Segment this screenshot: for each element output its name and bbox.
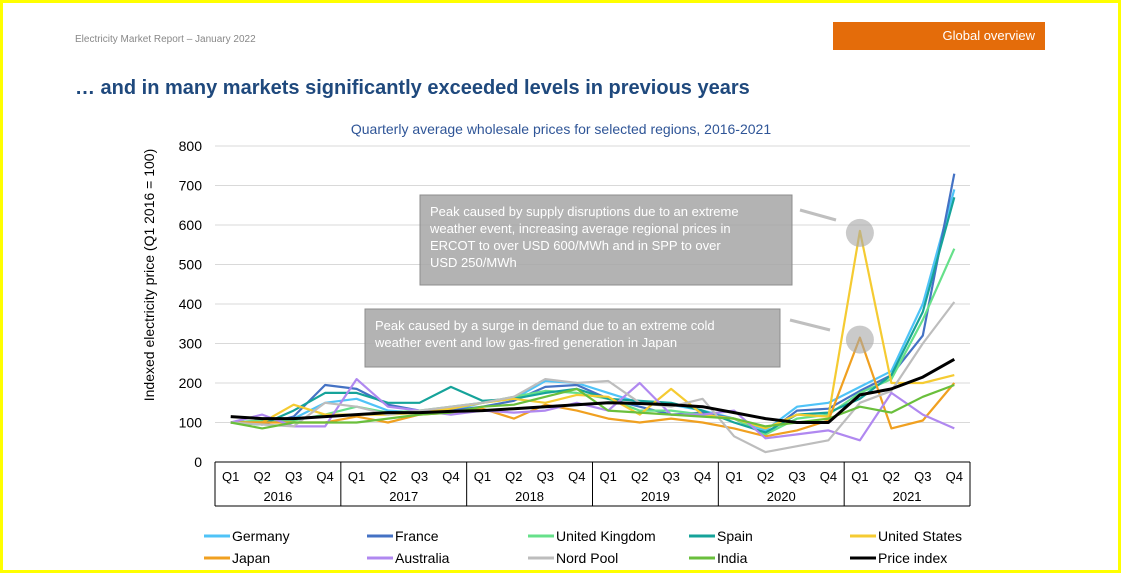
quarter-label: Q1 (222, 469, 239, 484)
series-line-nord-pool (230, 301, 956, 454)
quarter-label: Q1 (600, 469, 617, 484)
y-tick-label: 500 (179, 257, 203, 273)
series-line-price-index (230, 357, 956, 424)
series-line-japan (230, 336, 956, 438)
y-tick-label: 800 (179, 138, 203, 154)
y-tick-label: 300 (179, 336, 203, 352)
quarter-label: Q3 (788, 469, 805, 484)
year-label: 2017 (389, 489, 418, 504)
annotation-box (419, 194, 793, 286)
series-line-australia (230, 378, 955, 442)
quarter-label: Q2 (505, 469, 522, 484)
annotation-text: ERCOT to over USD 600/MWh and in SPP to … (430, 238, 721, 253)
quarter-label: Q3 (537, 469, 554, 484)
y-axis-label: Indexed electricity price (Q1 2016 = 100… (141, 149, 157, 402)
annotation-text: weather event, increasing average region… (429, 221, 731, 236)
annotation-connector (799, 208, 837, 222)
year-label: 2021 (893, 489, 922, 504)
quarter-label: Q3 (662, 469, 679, 484)
year-label: 2016 (263, 489, 292, 504)
quarter-label: Q1 (851, 469, 868, 484)
quarter-label: Q1 (725, 469, 742, 484)
legend-label: Nord Pool (556, 550, 618, 566)
quarter-label: Q2 (757, 469, 774, 484)
series-line-germany (230, 189, 956, 432)
legend-label: United Kingdom (556, 528, 656, 544)
quarter-label: Q1 (474, 469, 491, 484)
quarter-label: Q3 (914, 469, 931, 484)
y-tick-label: 600 (179, 217, 203, 233)
legend-label: Australia (395, 550, 450, 566)
y-tick-label: 0 (194, 454, 202, 470)
chart-title: Quarterly average wholesale prices for s… (351, 121, 771, 137)
quarter-label: Q4 (820, 469, 837, 484)
year-label: 2019 (641, 489, 670, 504)
series-line-spain (230, 197, 956, 434)
quarter-label: Q2 (631, 469, 648, 484)
legend-label: France (395, 528, 439, 544)
report-header: Electricity Market Report – January 2022 (75, 34, 256, 45)
annotation-text: weather event and low gas-fired generati… (374, 335, 677, 350)
quarter-label: Q4 (442, 469, 459, 484)
section-tag: Global overview (833, 22, 1045, 50)
year-label: 2018 (515, 489, 544, 504)
quarter-label: Q4 (316, 469, 333, 484)
annotation-text: USD 250/MWh (430, 255, 517, 270)
quarter-label: Q4 (694, 469, 711, 484)
legend-label: Price index (878, 550, 947, 566)
legend-label: Japan (232, 550, 270, 566)
quarter-label: Q4 (946, 469, 963, 484)
quarter-label: Q4 (568, 469, 585, 484)
quarter-label: Q1 (348, 469, 365, 484)
y-tick-label: 100 (179, 415, 203, 431)
quarter-label: Q3 (285, 469, 302, 484)
annotation-box (364, 308, 781, 368)
year-label: 2020 (767, 489, 796, 504)
annotation-text: Peak caused by a surge in demand due to … (375, 318, 715, 333)
y-tick-label: 700 (179, 178, 203, 194)
legend-label: India (717, 550, 748, 566)
annotation-text: Peak caused by supply disruptions due to… (430, 204, 739, 219)
quarter-label: Q2 (254, 469, 271, 484)
legend-label: Germany (232, 528, 290, 544)
peak-highlight (845, 325, 874, 354)
quarter-label: Q2 (883, 469, 900, 484)
legend-label: United States (878, 528, 962, 544)
annotation-connector (789, 318, 831, 332)
quarter-label: Q3 (411, 469, 428, 484)
page-title: … and in many markets significantly exce… (75, 77, 750, 99)
quarter-label: Q2 (379, 469, 396, 484)
peak-highlight (845, 218, 874, 247)
y-tick-label: 400 (179, 296, 203, 312)
y-tick-label: 200 (179, 375, 203, 391)
legend-label: Spain (717, 528, 753, 544)
